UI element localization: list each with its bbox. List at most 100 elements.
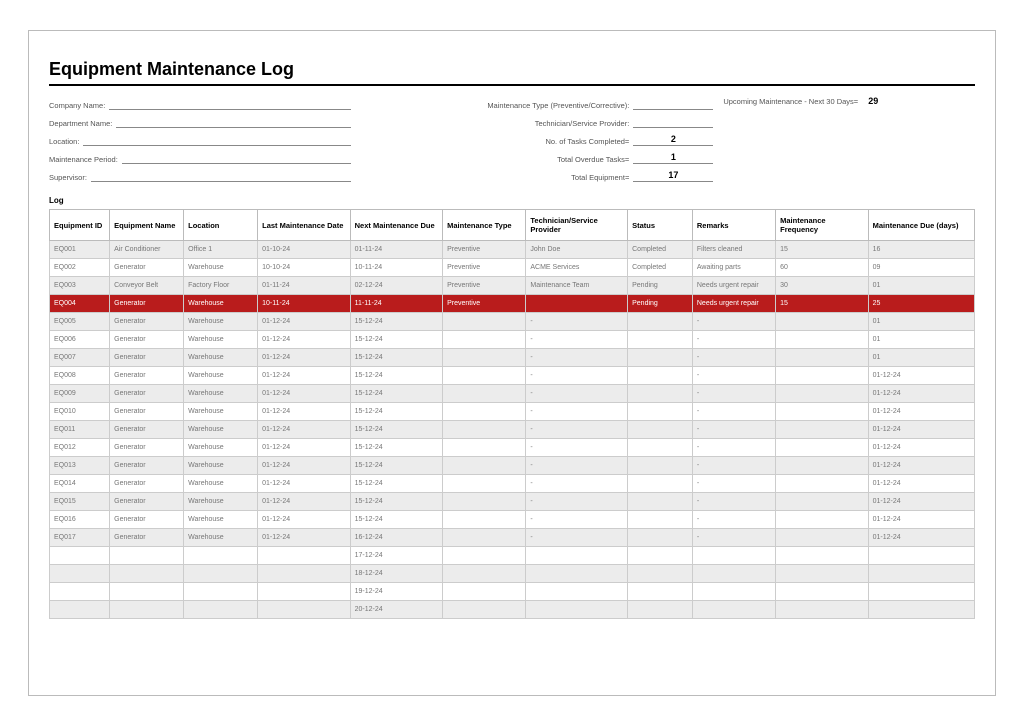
table-cell bbox=[110, 547, 184, 565]
table-cell: 01-11-24 bbox=[258, 277, 351, 295]
table-cell: John Doe bbox=[526, 241, 628, 259]
table-cell bbox=[110, 601, 184, 619]
table-cell bbox=[443, 547, 526, 565]
column-header: Location bbox=[184, 210, 258, 241]
table-cell: 15-12-24 bbox=[350, 403, 443, 421]
table-header: Equipment IDEquipment NameLocationLast M… bbox=[50, 210, 975, 241]
field-department: Department Name: bbox=[49, 114, 351, 128]
table-cell: Warehouse bbox=[184, 331, 258, 349]
field-input-line[interactable] bbox=[109, 100, 351, 110]
table-row: EQ008GeneratorWarehouse01-12-2415-12-24-… bbox=[50, 367, 975, 385]
table-cell bbox=[628, 475, 693, 493]
table-cell bbox=[50, 547, 110, 565]
table-cell: - bbox=[692, 349, 775, 367]
table-cell bbox=[526, 295, 628, 313]
field-value[interactable] bbox=[633, 116, 713, 128]
table-cell: 15 bbox=[776, 241, 869, 259]
table-cell: 01-12-24 bbox=[868, 403, 974, 421]
table-cell: EQ013 bbox=[50, 457, 110, 475]
field-input-line[interactable] bbox=[116, 118, 351, 128]
table-row: EQ001Air ConditionerOffice 101-10-2401-1… bbox=[50, 241, 975, 259]
table-cell bbox=[443, 457, 526, 475]
table-cell bbox=[692, 565, 775, 583]
table-row: EQ015GeneratorWarehouse01-12-2415-12-24-… bbox=[50, 493, 975, 511]
field-overdue: Total Overdue Tasks=1 bbox=[361, 150, 713, 164]
table-cell: Preventive bbox=[443, 295, 526, 313]
field-input-line[interactable] bbox=[91, 172, 351, 182]
table-cell bbox=[776, 367, 869, 385]
table-cell: Office 1 bbox=[184, 241, 258, 259]
table-cell: 16 bbox=[868, 241, 974, 259]
table-cell: 01 bbox=[868, 331, 974, 349]
table-row: EQ004GeneratorWarehouse10-11-2411-11-24P… bbox=[50, 295, 975, 313]
table-cell: 15-12-24 bbox=[350, 331, 443, 349]
field-label: Upcoming Maintenance - Next 30 Days= bbox=[723, 97, 858, 106]
column-header: Maintenance Type bbox=[443, 210, 526, 241]
field-value[interactable] bbox=[633, 98, 713, 110]
table-cell: Generator bbox=[110, 367, 184, 385]
table-cell bbox=[776, 475, 869, 493]
table-cell bbox=[443, 349, 526, 367]
table-row: 18-12-24 bbox=[50, 565, 975, 583]
table-cell bbox=[776, 349, 869, 367]
table-cell: Completed bbox=[628, 241, 693, 259]
table-cell bbox=[776, 529, 869, 547]
table-cell: EQ010 bbox=[50, 403, 110, 421]
table-cell: - bbox=[692, 493, 775, 511]
field-value: 17 bbox=[633, 170, 713, 182]
table-cell: Preventive bbox=[443, 241, 526, 259]
table-cell: 02-12-24 bbox=[350, 277, 443, 295]
table-cell: 16-12-24 bbox=[350, 529, 443, 547]
table-cell: 15-12-24 bbox=[350, 457, 443, 475]
table-cell: - bbox=[526, 385, 628, 403]
table-cell bbox=[443, 583, 526, 601]
table-row: EQ003Conveyor BeltFactory Floor01-11-240… bbox=[50, 277, 975, 295]
table-cell: 01-12-24 bbox=[258, 331, 351, 349]
table-cell bbox=[184, 547, 258, 565]
table-cell bbox=[868, 601, 974, 619]
table-cell: 01-12-24 bbox=[258, 403, 351, 421]
table-cell bbox=[443, 421, 526, 439]
table-cell: EQ014 bbox=[50, 475, 110, 493]
table-cell: 01-12-24 bbox=[868, 367, 974, 385]
table-cell: 15-12-24 bbox=[350, 511, 443, 529]
table-cell bbox=[776, 547, 869, 565]
table-cell: Warehouse bbox=[184, 313, 258, 331]
table-cell bbox=[776, 583, 869, 601]
table-cell bbox=[628, 547, 693, 565]
table-cell: - bbox=[526, 529, 628, 547]
field-input-line[interactable] bbox=[83, 136, 351, 146]
table-row: EQ017GeneratorWarehouse01-12-2416-12-24-… bbox=[50, 529, 975, 547]
table-row: EQ010GeneratorWarehouse01-12-2415-12-24-… bbox=[50, 403, 975, 421]
field-label: Location: bbox=[49, 137, 79, 146]
table-cell bbox=[868, 547, 974, 565]
table-cell bbox=[628, 313, 693, 331]
table-cell: 01-10-24 bbox=[258, 241, 351, 259]
field-value: 1 bbox=[633, 152, 713, 164]
table-cell: - bbox=[526, 421, 628, 439]
table-cell: 01 bbox=[868, 313, 974, 331]
column-header: Equipment Name bbox=[110, 210, 184, 241]
table-cell: 15-12-24 bbox=[350, 349, 443, 367]
table-cell: Filters cleaned bbox=[692, 241, 775, 259]
table-cell bbox=[628, 331, 693, 349]
table-cell bbox=[184, 601, 258, 619]
table-cell: Warehouse bbox=[184, 529, 258, 547]
header-mid-col: Maintenance Type (Preventive/Corrective)… bbox=[361, 96, 713, 186]
field-label: Total Equipment= bbox=[361, 173, 633, 182]
field-upcoming: Upcoming Maintenance - Next 30 Days= 29 bbox=[723, 96, 975, 110]
field-input-line[interactable] bbox=[122, 154, 351, 164]
table-cell: 15-12-24 bbox=[350, 385, 443, 403]
field-label: Technician/Service Provider: bbox=[361, 119, 633, 128]
column-header: Maintenance Frequency bbox=[776, 210, 869, 241]
table-cell: EQ005 bbox=[50, 313, 110, 331]
table-cell: 01-12-24 bbox=[868, 529, 974, 547]
table-cell bbox=[628, 511, 693, 529]
table-cell bbox=[692, 583, 775, 601]
table-cell bbox=[526, 601, 628, 619]
table-cell bbox=[776, 403, 869, 421]
table-cell: Warehouse bbox=[184, 493, 258, 511]
table-cell: Warehouse bbox=[184, 511, 258, 529]
table-cell: Pending bbox=[628, 295, 693, 313]
table-cell: 01-12-24 bbox=[258, 313, 351, 331]
